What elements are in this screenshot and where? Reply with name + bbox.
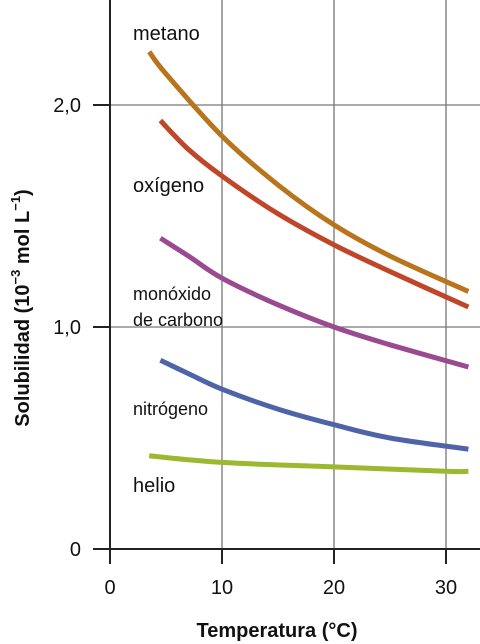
series-label-line: metano xyxy=(133,23,200,45)
series-label-metano: metano xyxy=(133,23,200,45)
series-line-oxigeno xyxy=(158,118,470,310)
y-axis-title-exp2: −1 xyxy=(8,196,23,211)
series-line-nitrogeno xyxy=(159,358,469,452)
series-line-metano xyxy=(147,50,470,294)
y-axis-title-exp1: −3 xyxy=(8,270,23,285)
y-tick-label: 2,0 xyxy=(53,95,81,117)
series-label-line: monóxido xyxy=(133,284,211,304)
series-label-monoxido-de-carbono: monóxido de carbono xyxy=(133,284,223,330)
series-label-nitrogeno: nitrógeno xyxy=(133,399,208,419)
series-lines xyxy=(147,50,470,475)
grid xyxy=(110,0,480,549)
series-label-oxigeno: oxígeno xyxy=(133,175,204,197)
y-axis-title-before: Solubilidad (10 xyxy=(12,284,34,426)
x-tick-label: 20 xyxy=(323,577,345,599)
y-axis-title: Solubilidad (10−3 mol L−1) xyxy=(8,189,34,426)
y-tick-label: 1,0 xyxy=(53,317,81,339)
x-tick-label: 0 xyxy=(104,577,115,599)
series-label-helio: helio xyxy=(133,475,175,497)
x-axis-title: Temperatura (°C) xyxy=(197,620,358,642)
y-tick-label: 0 xyxy=(70,539,81,561)
axes xyxy=(93,0,480,550)
series-label-line: helio xyxy=(133,475,175,497)
y-axis-title-middle: mol L xyxy=(12,211,34,270)
x-tick-label: 10 xyxy=(211,577,233,599)
series-line-monoxido-de-carbono xyxy=(159,236,470,370)
series-line-helio xyxy=(148,453,469,475)
series-label-line: nitrógeno xyxy=(133,399,208,419)
x-tick-label: 30 xyxy=(435,577,457,599)
series-labels: metano oxígeno monóxido de carbono nitrógeno… xyxy=(133,23,223,497)
series-label-line: oxígeno xyxy=(133,175,204,197)
y-axis-title-after: ) xyxy=(12,189,34,196)
series-label-line: de carbono xyxy=(133,310,223,330)
tick-labels: 0 10 20 30 0 1,0 2,0 xyxy=(53,95,457,599)
